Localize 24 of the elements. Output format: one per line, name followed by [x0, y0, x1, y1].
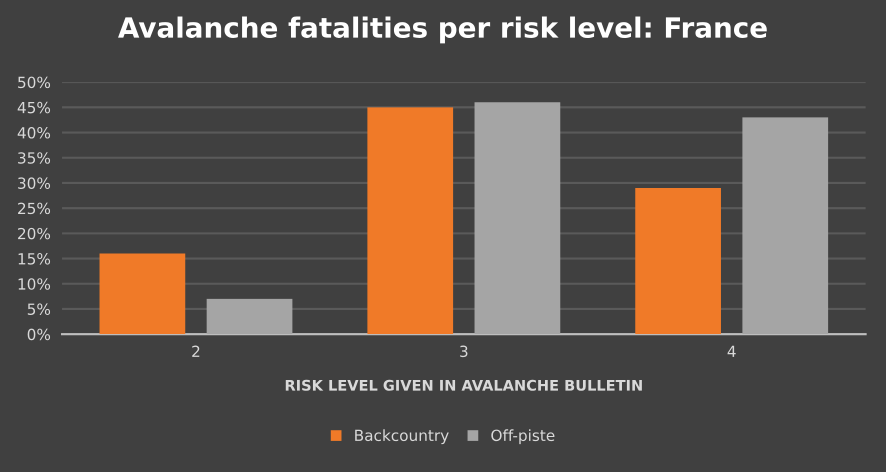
- y-tick-label: 50%: [18, 76, 50, 88]
- y-tick-label: 35%: [18, 152, 50, 164]
- x-tick-label: 2: [192, 346, 200, 357]
- legend-label: Backcountry: [355, 429, 449, 444]
- x-tick-label: 3: [460, 346, 468, 358]
- x-tick-label: 4: [728, 346, 736, 357]
- y-tick-label: 0%: [28, 328, 50, 340]
- y-tick-label: 10%: [18, 278, 50, 290]
- y-tick-label: 45%: [18, 102, 50, 114]
- y-tick-label: 5%: [28, 303, 50, 315]
- bar: [742, 117, 828, 334]
- bar: [635, 188, 721, 334]
- bar: [100, 254, 186, 334]
- x-axis-title: RISK LEVEL GIVEN IN AVALANCHE BULLETIN: [286, 380, 642, 391]
- y-tick-label: 25%: [18, 202, 50, 214]
- bar: [474, 102, 560, 334]
- y-tick-label: 40%: [18, 127, 50, 139]
- bar: [367, 107, 454, 334]
- legend-label: Off-piste: [491, 429, 554, 444]
- y-tick-label: 15%: [18, 253, 50, 265]
- y-tick-label: 30%: [18, 177, 50, 189]
- y-tick-label: 20%: [18, 228, 50, 240]
- bar: [206, 298, 292, 334]
- chart-title: Avalanche fatalities per risk level: France: [118, 16, 767, 44]
